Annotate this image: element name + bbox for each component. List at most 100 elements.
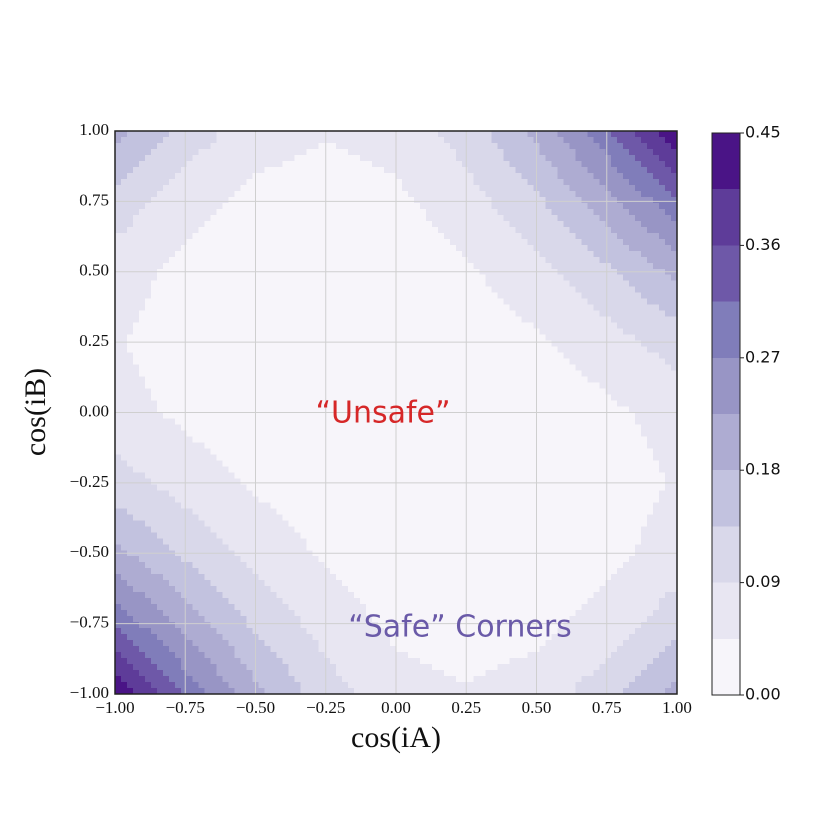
contour-cell <box>210 232 218 240</box>
contour-cell <box>593 196 600 204</box>
contour-cell <box>246 412 254 420</box>
contour-cell <box>623 148 630 156</box>
contour-cell <box>162 136 170 144</box>
contour-cell <box>497 250 505 258</box>
contour-cell <box>294 136 301 144</box>
contour-cell <box>120 352 128 360</box>
contour-cell <box>611 436 618 444</box>
contour-cell <box>503 376 511 384</box>
contour-cell <box>413 322 421 330</box>
contour-cell <box>276 328 284 336</box>
contour-cell <box>186 358 194 366</box>
contour-cell <box>419 298 427 306</box>
contour-cell <box>318 226 325 234</box>
contour-cell <box>467 286 475 294</box>
contour-cell <box>228 298 236 306</box>
contour-cell <box>288 160 295 168</box>
contour-cell <box>467 298 475 306</box>
contour-cell <box>144 322 152 330</box>
contour-cell <box>635 442 642 450</box>
contour-cell <box>467 304 475 312</box>
contour-cell <box>545 412 553 420</box>
contour-cell <box>390 364 397 372</box>
contour-cell <box>539 142 547 150</box>
contour-cell <box>581 148 588 156</box>
contour-cell <box>425 196 433 204</box>
contour-cell <box>413 226 421 234</box>
contour-cell <box>659 262 666 270</box>
contour-cell <box>557 364 565 372</box>
contour-cell <box>120 226 128 234</box>
contour-cell <box>527 148 535 156</box>
contour-cell <box>324 166 331 174</box>
contour-cell <box>192 280 200 288</box>
contour-cell <box>120 160 128 168</box>
contour-cell <box>653 250 660 258</box>
contour-cell <box>665 196 672 204</box>
contour-cell <box>611 286 618 294</box>
contour-cell <box>605 316 612 324</box>
contour-cell <box>216 352 224 360</box>
contour-cell <box>324 430 331 438</box>
contour-cell <box>527 190 535 198</box>
contour-cell <box>479 322 487 330</box>
contour-cell <box>246 172 254 180</box>
contour-cell <box>665 346 672 354</box>
contour-cell <box>222 286 230 294</box>
contour-cell <box>216 142 224 150</box>
contour-cell <box>192 328 200 336</box>
contour-cell <box>162 376 170 384</box>
contour-cell <box>653 352 660 360</box>
contour-cell <box>354 388 361 396</box>
contour-cell <box>455 208 463 216</box>
contour-cell <box>455 220 463 228</box>
contour-cell <box>372 202 379 210</box>
contour-cell <box>354 232 361 240</box>
contour-cell <box>515 340 523 348</box>
contour-cell <box>216 131 224 138</box>
contour-cell <box>306 358 313 366</box>
contour-cell <box>629 346 636 354</box>
contour-cell <box>294 238 301 246</box>
contour-cell <box>485 328 493 336</box>
contour-cell <box>126 424 134 432</box>
contour-cell <box>186 310 194 318</box>
contour-cell <box>264 430 272 438</box>
contour-cell <box>186 388 194 396</box>
contour-cell <box>378 430 385 438</box>
contour-cell <box>258 154 266 162</box>
contour-cell <box>354 136 361 144</box>
contour-cell <box>515 400 523 408</box>
contour-cell <box>629 298 636 306</box>
contour-cell <box>216 328 224 336</box>
contour-cell <box>665 376 672 384</box>
contour-cell <box>449 178 457 186</box>
contour-cell <box>126 358 134 366</box>
contour-cell <box>581 352 588 360</box>
contour-cell <box>461 178 469 186</box>
contour-cell <box>587 322 594 330</box>
contour-cell <box>407 418 415 426</box>
contour-cell <box>138 358 146 366</box>
contour-cell <box>497 352 505 360</box>
contour-cell <box>491 424 499 432</box>
contour-cell <box>156 436 164 444</box>
contour-cell <box>390 196 397 204</box>
contour-cell <box>318 382 325 390</box>
contour-cell <box>509 382 517 390</box>
contour-cell <box>575 172 582 180</box>
contour-cell <box>563 208 570 216</box>
contour-cell <box>443 184 451 192</box>
contour-cell <box>234 214 242 222</box>
contour-cell <box>210 178 218 186</box>
contour-cell <box>126 220 134 228</box>
contour-cell <box>264 310 272 318</box>
contour-cell <box>264 358 272 366</box>
contour-cell <box>258 160 266 168</box>
contour-cell <box>150 196 158 204</box>
contour-cell <box>180 238 188 246</box>
contour-cell <box>563 238 570 246</box>
contour-cell <box>563 304 570 312</box>
contour-cell <box>126 286 134 294</box>
contour-cell <box>467 208 475 216</box>
